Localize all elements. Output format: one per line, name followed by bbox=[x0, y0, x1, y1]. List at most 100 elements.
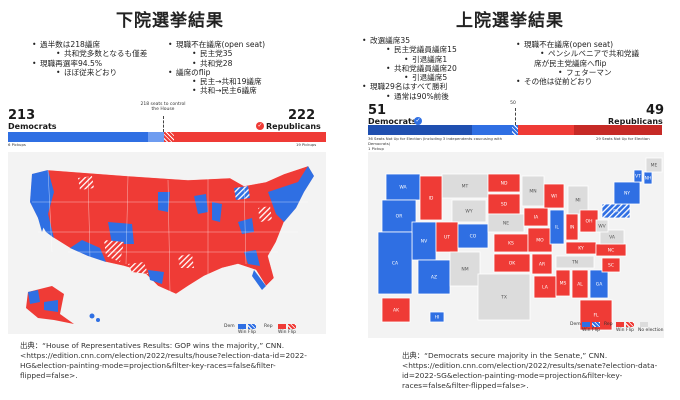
senate-rep-label: Republicans bbox=[608, 117, 663, 126]
senate-dem-check-icon: ✓ bbox=[414, 117, 422, 125]
senate-state-label: HI bbox=[435, 315, 440, 321]
house-bullet-item: 共和→民主6議席 bbox=[168, 86, 265, 96]
house-rep-seats: 222 bbox=[288, 108, 316, 123]
senate-state-label: NC bbox=[608, 248, 615, 254]
senate-state-label: UT bbox=[444, 235, 450, 241]
senate-state-or bbox=[381, 199, 417, 233]
senate-state-nm bbox=[449, 251, 481, 287]
house-bullets-b: 現職不在議席(open seat)民主党35共和党28議席のflip民主→共和1… bbox=[168, 40, 265, 96]
senate-threshold-line bbox=[515, 108, 516, 125]
house-map bbox=[8, 152, 326, 334]
senate-state-wi bbox=[543, 183, 565, 209]
house-rep-label: Republicans bbox=[266, 122, 321, 131]
house-seat-bar bbox=[8, 132, 326, 142]
senate-seat-bar bbox=[368, 125, 662, 135]
senate-source: 出典：“Democrats secure majority in the Sen… bbox=[402, 351, 658, 390]
senate-state-al bbox=[571, 269, 589, 299]
senate-state-hi bbox=[429, 311, 445, 323]
senate-panel: 上院選挙結果 改選議席35民主党議員議席15引退議席1共和党議員議席20引退議席… bbox=[340, 0, 680, 400]
senate-bullet-item: その他は従前どおり bbox=[516, 77, 639, 87]
senate-bullet-item: 共和党議員議席20 bbox=[362, 64, 457, 74]
senate-rep-seats: 49 bbox=[646, 103, 665, 118]
house-us-shape bbox=[29, 165, 315, 295]
senate-state-wy bbox=[451, 199, 487, 223]
house-source: 出典：“House of Representatives Results: GO… bbox=[20, 341, 307, 380]
senate-state-label: WY bbox=[465, 209, 472, 215]
senate-state-mo bbox=[527, 227, 553, 253]
senate-state-label: KY bbox=[578, 246, 584, 252]
senate-state-label: IA bbox=[534, 215, 539, 221]
senate-state-label: NY bbox=[624, 191, 630, 197]
senate-state-label: MI bbox=[575, 198, 580, 204]
senate-state-ny bbox=[613, 181, 641, 205]
senate-state-label: MO bbox=[536, 238, 544, 244]
senate-dem-pickups: 1 Pickup bbox=[368, 146, 384, 151]
house-bullet-item: ほぼ従来どおり bbox=[32, 68, 147, 78]
senate-bullets-a: 改選議席35民主党議員議席15引退議席1共和党議員議席20引退議席5現職29名は… bbox=[362, 36, 457, 101]
senate-title: 上院選挙結果 bbox=[456, 11, 564, 31]
senate-map: MT ND WA OR ID WY NV UT CA CO AZ NM SD NE KS OK TX MN IA MO… bbox=[368, 152, 664, 338]
house-legend: Dem Rep Win Flip Win Flip bbox=[224, 324, 296, 335]
senate-bullet-item: 席が民主党議席へflip bbox=[534, 58, 607, 68]
house-dem-pickups: 6 Pickups bbox=[8, 142, 26, 147]
senate-state-label: OH bbox=[586, 219, 593, 225]
senate-state-in bbox=[565, 213, 579, 241]
senate-state-mt bbox=[441, 173, 489, 199]
house-bullet-item: 共和党多数となるも僅差 bbox=[32, 49, 147, 59]
senate-legend: Dem Rep Win Flip Win Flip No election bbox=[570, 322, 664, 333]
senate-state-label: KS bbox=[508, 241, 514, 247]
senate-state-il bbox=[549, 209, 565, 245]
senate-state-label: TX bbox=[500, 295, 507, 301]
senate-state-label: WA bbox=[399, 185, 407, 191]
house-bullet-item: 議席のflip bbox=[168, 68, 265, 78]
senate-state-label: OR bbox=[396, 214, 403, 220]
senate-bullet-item: 現職29名はすべて勝利 bbox=[362, 82, 457, 92]
senate-state-label: VA bbox=[609, 235, 616, 241]
senate-state-ia bbox=[523, 207, 549, 227]
house-dem-label: Democrats bbox=[8, 122, 57, 131]
senate-rep-not-up: 29 Seats Not Up for Election bbox=[596, 136, 650, 141]
house-threshold-line bbox=[163, 116, 164, 132]
house-bullet-item: 過半数は218議席 bbox=[32, 40, 147, 50]
senate-bullet-item: ペンシルベニアで共和党議 bbox=[516, 49, 639, 59]
house-bullet-item: 共和党28 bbox=[168, 59, 265, 69]
senate-state-label: NV bbox=[421, 239, 428, 245]
senate-state-label: FL bbox=[593, 313, 599, 319]
senate-state-label: ND bbox=[501, 181, 508, 187]
senate-dem-label: Democrats bbox=[368, 117, 417, 126]
senate-state-label: MN bbox=[529, 189, 536, 195]
senate-state-label: TN bbox=[571, 260, 578, 266]
senate-state-tx bbox=[477, 273, 531, 321]
senate-state-label: GA bbox=[596, 282, 603, 288]
senate-state-label: SD bbox=[501, 202, 508, 208]
senate-state-ak bbox=[381, 297, 411, 323]
house-threshold: 218 seats to control the House bbox=[140, 102, 186, 112]
senate-state-me bbox=[645, 157, 663, 173]
check-icon: ✓ bbox=[256, 122, 264, 130]
senate-state-label: ID bbox=[429, 196, 434, 202]
senate-state-id bbox=[419, 175, 443, 221]
senate-bullets-b: 現職不在議席(open seat)ペンシルベニアで共和党議席が民主党議席へfli… bbox=[516, 40, 639, 87]
senate-state-ga bbox=[589, 269, 609, 299]
senate-bullet-item: フェターマン bbox=[516, 68, 639, 78]
senate-state-label: NE bbox=[503, 221, 509, 227]
house-bullet-item: 民主党35 bbox=[168, 49, 265, 59]
senate-threshold: 50 bbox=[510, 101, 516, 106]
senate-state-co bbox=[457, 223, 489, 249]
senate-state-label: WI bbox=[551, 194, 557, 200]
senate-state-label: IN bbox=[570, 225, 575, 231]
senate-state-label: MS bbox=[560, 281, 567, 287]
house-bullet-item: 現職不在議席(open seat) bbox=[168, 40, 265, 50]
senate-state-label: PA bbox=[613, 209, 619, 215]
senate-state-ca bbox=[377, 231, 413, 295]
house-bullet-item: 現職再選率94.5% bbox=[32, 59, 147, 69]
senate-state-label: MT bbox=[462, 184, 469, 190]
house-dem-seats: 213 bbox=[8, 108, 36, 123]
senate-state-label: SC bbox=[608, 263, 614, 269]
senate-state-sc bbox=[601, 257, 621, 273]
senate-bullet-item: 現職不在議席(open seat) bbox=[516, 40, 639, 50]
senate-state-label: OK bbox=[509, 261, 517, 267]
senate-bullet-item: 引退議席5 bbox=[362, 73, 457, 83]
senate-state-wa bbox=[385, 173, 421, 201]
senate-state-label: NM bbox=[461, 267, 468, 273]
